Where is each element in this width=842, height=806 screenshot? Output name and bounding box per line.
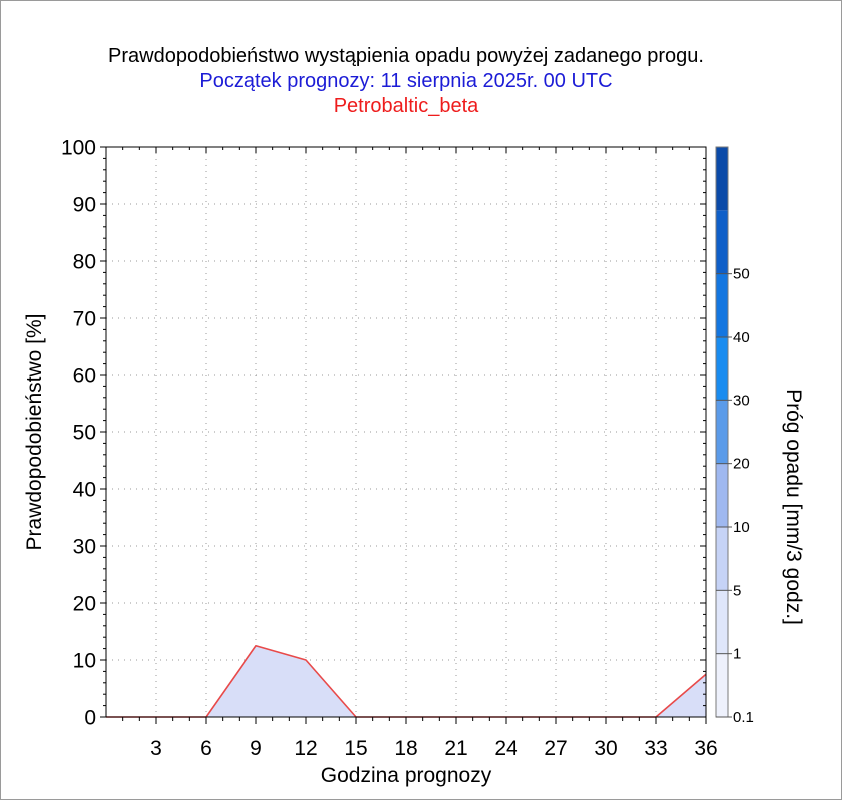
x-tick-label: 18 <box>394 737 417 760</box>
colorbar-segment <box>716 274 728 337</box>
colorbar-tick-label: 5 <box>733 582 741 599</box>
x-tick-label: 15 <box>344 737 367 760</box>
y-tick-label: 60 <box>73 365 96 388</box>
colorbar-tick-label: 1 <box>733 646 741 663</box>
x-tick-label: 36 <box>694 737 717 760</box>
colorbar-label: Próg opadu [mm/3 godz.] <box>782 389 805 625</box>
y-tick-label: 20 <box>73 593 96 616</box>
x-tick-label: 27 <box>544 737 567 760</box>
colorbar-tick-label: 0.1 <box>733 709 754 726</box>
chart-title: Prawdopodobieństwo wystąpienia opadu pow… <box>108 45 704 67</box>
colorbar-tick-label: 40 <box>733 329 750 346</box>
y-tick-label: 70 <box>73 308 96 331</box>
colorbar-segment <box>716 654 728 717</box>
y-tick-label: 90 <box>73 194 96 217</box>
colorbar-segment <box>716 590 728 653</box>
colorbar-segment <box>716 527 728 590</box>
colorbar-tick-label: 20 <box>733 456 750 473</box>
x-tick-label: 9 <box>250 737 262 760</box>
y-tick-label: 40 <box>73 479 96 502</box>
colorbar-segment <box>716 464 728 527</box>
forecast-start-subtitle: Początek prognozy: 11 sierpnia 2025r. 00… <box>199 70 612 92</box>
colorbar-segment <box>716 400 728 463</box>
y-tick-label: 0 <box>84 707 96 730</box>
x-tick-label: 21 <box>444 737 467 760</box>
y-tick-label: 50 <box>73 422 96 445</box>
y-tick-label: 100 <box>61 137 96 160</box>
y-tick-label: 80 <box>73 251 96 274</box>
y-tick-label: 30 <box>73 536 96 559</box>
colorbar-tick-label: 10 <box>733 519 750 536</box>
x-tick-label: 33 <box>644 737 667 760</box>
colorbar-tick-label: 30 <box>733 392 750 409</box>
y-tick-label: 10 <box>73 650 96 673</box>
y-axis-label: Prawdopodobieństwo [%] <box>23 314 46 551</box>
model-name-label: Petrobaltic_beta <box>334 95 479 117</box>
x-tick-label: 6 <box>200 737 212 760</box>
colorbar-segment <box>716 210 728 273</box>
x-axis-label: Godzina prognozy <box>321 764 492 787</box>
colorbar-tick-label: 50 <box>733 266 750 283</box>
colorbar-segment <box>716 337 728 400</box>
threshold-colorbar: 0.1 1 5 10 20 30 40 50 <box>716 147 754 726</box>
x-tick-label: 3 <box>150 737 162 760</box>
x-tick-label: 12 <box>294 737 317 760</box>
x-tick-label: 24 <box>494 737 518 760</box>
x-tick-label: 30 <box>594 737 617 760</box>
colorbar-segment <box>716 147 728 210</box>
